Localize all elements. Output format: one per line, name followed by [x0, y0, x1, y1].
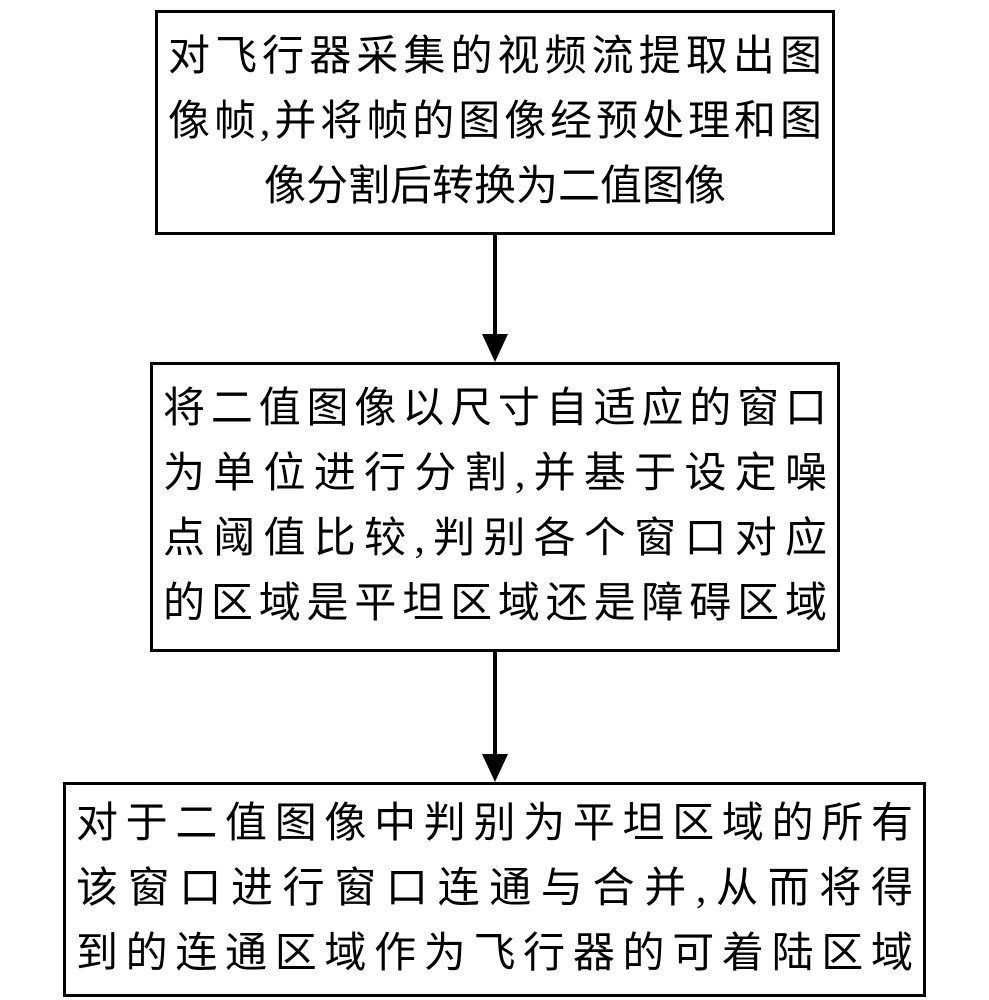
flowchart-container: 对飞行器采集的视频流提取出图 像帧,并将帧的图像经预处理和图 像分割后转换为二值… [0, 0, 989, 1000]
arrow-1-head [482, 334, 508, 362]
arrow-2-head [482, 754, 508, 782]
node-1-text: 对飞行器采集的视频流提取出图 像帧,并将帧的图像经预处理和图 像分割后转换为二值… [168, 25, 822, 220]
node-3-line-2: 该窗口进行窗口连通与合并,从而将得 [76, 857, 913, 922]
node-1-line-1: 对飞行器采集的视频流提取出图 [168, 25, 822, 90]
node-2-text: 将二值图像以尺寸自适应的窗口 为单位进行分割,并基于设定噪 点阈值比较,判别各个… [163, 377, 827, 637]
node-1-line-3: 像分割后转换为二值图像 [168, 155, 822, 220]
node-1-line-2: 像帧,并将帧的图像经预处理和图 [168, 90, 822, 155]
arrow-1-line [493, 235, 497, 334]
node-2-line-4: 的区域是平坦区域还是障碍区域 [163, 572, 827, 637]
node-3-line-1: 对于二值图像中判别为平坦区域的所有 [76, 792, 913, 857]
flowchart-node-1: 对飞行器采集的视频流提取出图 像帧,并将帧的图像经预处理和图 像分割后转换为二值… [155, 10, 835, 235]
flowchart-node-3: 对于二值图像中判别为平坦区域的所有 该窗口进行窗口连通与合并,从而将得 到的连通… [63, 782, 926, 997]
node-2-line-3: 点阈值比较,判别各个窗口对应 [163, 507, 827, 572]
flowchart-node-2: 将二值图像以尺寸自适应的窗口 为单位进行分割,并基于设定噪 点阈值比较,判别各个… [150, 362, 840, 652]
arrow-2-line [493, 652, 497, 754]
node-3-line-3: 到的连通区域作为飞行器的可着陆区域 [76, 922, 913, 987]
node-2-line-1: 将二值图像以尺寸自适应的窗口 [163, 377, 827, 442]
node-3-text: 对于二值图像中判别为平坦区域的所有 该窗口进行窗口连通与合并,从而将得 到的连通… [76, 792, 913, 987]
node-2-line-2: 为单位进行分割,并基于设定噪 [163, 442, 827, 507]
